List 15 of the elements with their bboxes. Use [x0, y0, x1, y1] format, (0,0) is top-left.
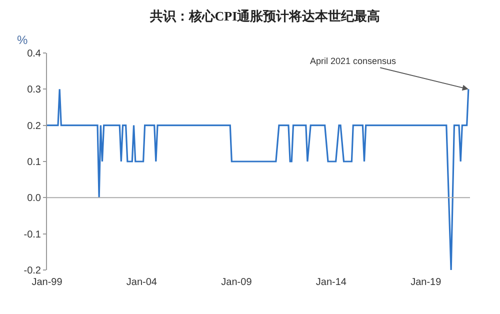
x-tick-label: Jan-14 — [316, 277, 347, 288]
annotation: April 2021 consensus — [310, 56, 397, 66]
x-tick-label: Jan-99 — [32, 277, 63, 288]
y-axis-title: % — [17, 33, 28, 47]
x-tick-label: Jan-09 — [221, 277, 252, 288]
chart-title: 共识：核心CPI通胀预计将达本世纪最高 — [148, 8, 380, 24]
y-tick-label: 0.1 — [27, 157, 42, 168]
y-tick-label: 0.0 — [27, 193, 42, 204]
x-tick-label: Jan-19 — [410, 277, 442, 288]
y-tick-label: 0.3 — [27, 84, 42, 96]
y-tick-label: -0.1 — [24, 229, 42, 240]
y-tick-label: 0.2 — [27, 120, 42, 132]
y-tick-label: -0.2 — [24, 266, 42, 276]
y-tick-label: 0.4 — [27, 48, 42, 60]
x-tick-label: Jan-04 — [126, 277, 158, 288]
